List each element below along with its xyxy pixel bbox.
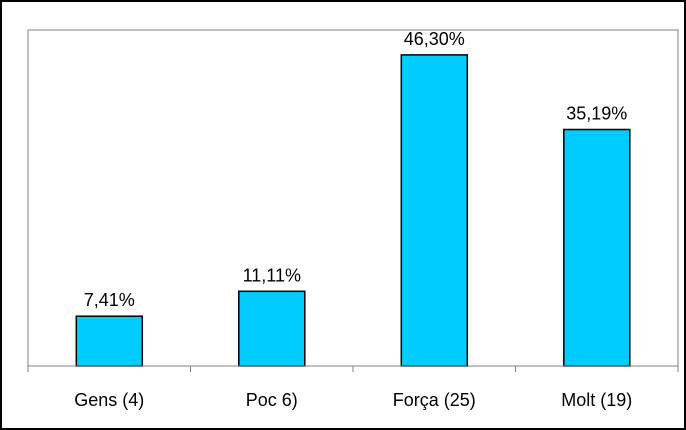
bar	[400, 54, 469, 367]
category-label: Molt (19)	[561, 390, 632, 410]
data-label: 7,41%	[84, 290, 135, 310]
bars-layer	[75, 54, 631, 367]
category-label: Poc 6)	[246, 390, 298, 410]
category-label: Gens (4)	[74, 390, 144, 410]
category-label: Força (25)	[393, 390, 476, 410]
bar	[75, 315, 144, 367]
data-label: 35,19%	[566, 104, 627, 124]
data-label: 11,11%	[243, 265, 301, 285]
bar	[238, 290, 306, 367]
bar	[563, 128, 631, 367]
labels-layer: 7,41% Gens (4) 11,11% Poc 6) 46,30% Força (25…	[74, 29, 632, 410]
data-label: 46,30%	[404, 29, 465, 49]
x-axis	[27, 365, 679, 372]
